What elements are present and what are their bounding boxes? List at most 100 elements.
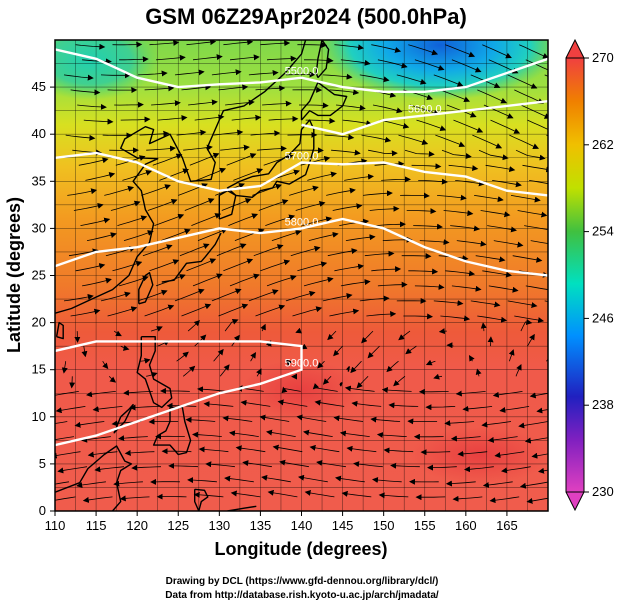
streamline xyxy=(329,89,360,96)
streamline xyxy=(508,349,515,362)
streamline xyxy=(366,311,397,318)
streamline xyxy=(250,352,257,362)
streamline xyxy=(487,225,517,233)
contour-line xyxy=(55,48,548,93)
streamline xyxy=(327,248,358,257)
streamline xyxy=(219,364,230,377)
streamline xyxy=(112,260,143,272)
streamline xyxy=(119,495,150,502)
streamline xyxy=(371,266,402,273)
streamline xyxy=(482,481,513,488)
streamline xyxy=(63,74,94,81)
streamline xyxy=(413,223,443,230)
streamline xyxy=(409,104,440,116)
streamline xyxy=(295,200,326,211)
y-tick-label: 0 xyxy=(39,503,46,518)
streamline xyxy=(512,255,543,263)
y-tick-label: 5 xyxy=(39,456,46,471)
streamline xyxy=(104,185,135,196)
streamline xyxy=(137,70,168,77)
streamline xyxy=(92,406,123,413)
streamline xyxy=(87,451,118,458)
streamline xyxy=(220,144,250,151)
streamline xyxy=(490,119,521,134)
streamline xyxy=(482,44,512,59)
streamline xyxy=(57,466,88,474)
streamline xyxy=(223,258,254,272)
x-tick-label: 130 xyxy=(208,518,230,533)
streamline xyxy=(531,452,548,459)
streamline xyxy=(485,164,516,173)
streamline xyxy=(493,240,524,248)
streamline xyxy=(260,323,266,332)
streamline xyxy=(74,421,105,428)
streamline xyxy=(290,245,321,257)
streamline xyxy=(258,199,289,211)
colorbar-bottom-cap xyxy=(565,491,585,512)
colorbar-tick-label: 270 xyxy=(592,50,614,65)
streamline xyxy=(393,375,406,387)
streamline xyxy=(216,243,247,257)
streamline xyxy=(370,416,401,423)
streamline xyxy=(406,208,437,215)
streamline xyxy=(445,270,476,277)
streamline xyxy=(296,414,327,422)
cold-core-blob xyxy=(320,40,548,100)
streamline xyxy=(203,401,234,408)
streamline xyxy=(124,449,155,456)
streamline xyxy=(83,118,114,125)
streamline xyxy=(298,474,328,483)
streamline xyxy=(176,129,207,136)
streamline xyxy=(303,429,333,437)
streamline xyxy=(302,216,333,226)
streamline xyxy=(197,386,227,393)
streamline xyxy=(455,390,486,397)
streamline xyxy=(205,461,235,468)
streamline xyxy=(464,466,494,473)
streamline xyxy=(224,475,254,483)
streamline xyxy=(499,406,530,413)
streamline xyxy=(233,168,264,181)
streamline xyxy=(188,99,218,106)
streamline xyxy=(456,240,487,247)
streamline xyxy=(218,303,249,317)
coastline xyxy=(152,406,192,456)
streamline xyxy=(381,387,412,394)
streamline xyxy=(268,115,299,122)
streamline xyxy=(351,400,382,407)
streamline xyxy=(437,194,467,201)
streamline xyxy=(229,54,260,61)
streamline xyxy=(81,346,88,358)
streamline xyxy=(123,230,154,241)
streamline xyxy=(213,348,224,362)
streamline xyxy=(326,187,356,196)
streamline xyxy=(433,300,464,307)
streamline xyxy=(376,221,406,228)
streamline xyxy=(160,387,190,394)
streamline xyxy=(433,74,464,87)
streamline xyxy=(322,376,332,385)
streamline xyxy=(113,330,122,337)
streamline xyxy=(129,404,160,411)
x-tick-label: 140 xyxy=(291,518,313,533)
streamline xyxy=(223,40,254,46)
streamline xyxy=(340,279,371,287)
streamline xyxy=(303,276,334,287)
streamline xyxy=(427,464,457,471)
streamline xyxy=(474,195,504,202)
credit-line-1: Drawing by DCL (https://www.gfd-dennou.o… xyxy=(166,576,439,587)
contour-line xyxy=(55,340,303,447)
streamline xyxy=(403,313,434,320)
streamline xyxy=(82,277,112,287)
streamline xyxy=(160,228,191,241)
streamline xyxy=(230,490,261,498)
streamline xyxy=(300,155,331,166)
plot-area: 5500.0 5600.0 5700.0 5800.0 5900.0 xyxy=(55,40,548,511)
streamline xyxy=(383,447,414,454)
streamline xyxy=(414,283,445,290)
streamline xyxy=(435,134,466,148)
streamline xyxy=(181,303,212,317)
y-tick-label: 25 xyxy=(32,268,46,283)
streamline xyxy=(192,431,222,438)
streamline xyxy=(307,171,337,181)
